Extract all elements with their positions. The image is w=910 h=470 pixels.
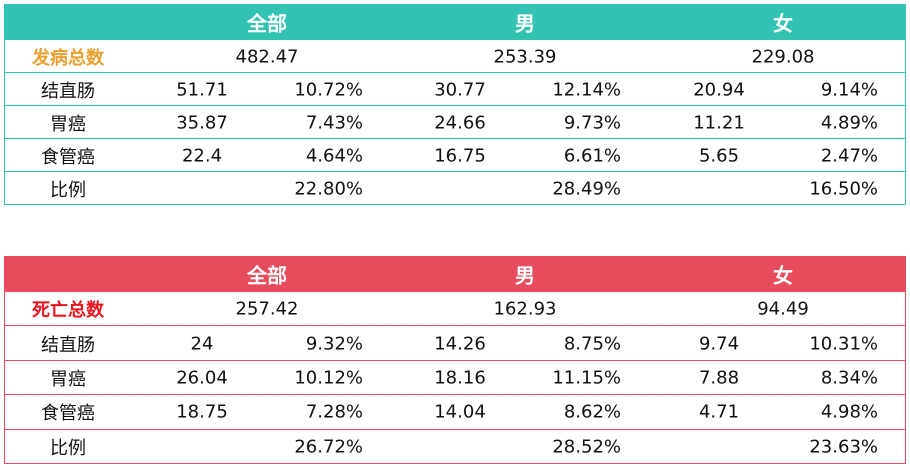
cell: 9.73% — [563, 112, 621, 133]
row: 发病总数 482.47 253.39 229.08 — [5, 40, 905, 73]
row-label: 结直肠 — [41, 80, 95, 102]
ratio-label: 比例 — [50, 179, 86, 201]
cell: 4.64% — [305, 145, 363, 166]
row-label: 结直肠 — [41, 334, 95, 356]
cell: 11.21 — [693, 112, 745, 133]
table: 全部 男 女死亡总数 257.42 162.93 94.49 结直肠 24 9.32% 14.26… — [4, 256, 906, 464]
ratio-value: 26.72% — [294, 436, 363, 458]
ratio-value: 28.52% — [552, 436, 621, 458]
cell: 30.77 — [434, 79, 486, 100]
cell: 18.75 — [176, 401, 228, 423]
cell: 8.34% — [820, 367, 878, 389]
total-value: 482.47 — [235, 46, 299, 67]
cell: 14.26 — [434, 333, 486, 355]
row-label: 胃癌 — [50, 368, 86, 390]
header-cell: 男 — [515, 263, 535, 288]
cell: 2.47% — [820, 145, 878, 166]
row-label: 食管癌 — [41, 146, 95, 168]
row: 结直肠 51.71 10.72% 30.77 12.14% 20.94 9.14% — [5, 73, 905, 106]
cell: 11.15% — [552, 367, 621, 389]
ratio-label: 比例 — [50, 437, 86, 459]
total-value: 229.08 — [751, 46, 815, 67]
total-value: 162.93 — [493, 298, 557, 320]
cell: 10.12% — [294, 367, 363, 389]
row: 胃癌 35.87 7.43% 24.66 9.73% 11.21 4.89% — [5, 106, 905, 139]
ratio-value: 16.50% — [809, 178, 878, 199]
total-value: 253.39 — [493, 46, 557, 67]
cell: 4.89% — [820, 112, 878, 133]
header-cell: 女 — [773, 11, 793, 36]
row-label: 胃癌 — [50, 113, 86, 135]
total-label: 死亡总数 — [32, 300, 104, 322]
total-label: 发病总数 — [32, 47, 104, 69]
total-value: 257.42 — [235, 298, 299, 320]
header-cell: 男 — [515, 11, 535, 36]
cell: 9.74 — [698, 333, 740, 355]
cell: 24 — [190, 333, 214, 355]
header-cell: 全部 — [247, 263, 287, 288]
cell: 7.43% — [305, 112, 363, 133]
cell: 9.14% — [820, 79, 878, 100]
cell: 12.14% — [552, 79, 621, 100]
cell: 5.65 — [698, 145, 740, 166]
row: 胃癌 26.04 10.12% 18.16 11.15% 7.88 8.34% — [5, 361, 905, 396]
row: 比例 26.72% 28.52% 23.63% — [5, 430, 905, 464]
row: 食管癌 18.75 7.28% 14.04 8.62% 4.71 4.98% — [5, 395, 905, 430]
table: 全部 男 女发病总数 482.47 253.39 229.08 结直肠 51.71 10.72%… — [4, 4, 906, 205]
cell: 26.04 — [176, 367, 228, 389]
cell: 8.62% — [563, 401, 621, 423]
ratio-value: 23.63% — [809, 436, 878, 458]
row-label: 食管癌 — [41, 403, 95, 425]
cell: 16.75 — [434, 145, 486, 166]
ratio-value: 22.80% — [294, 178, 363, 199]
cell: 24.66 — [434, 112, 486, 133]
row: 结直肠 24 9.32% 14.26 8.75% 9.74 10.31% — [5, 326, 905, 361]
ratio-value: 28.49% — [552, 178, 621, 199]
total-value: 94.49 — [757, 298, 809, 320]
cell: 10.31% — [809, 333, 878, 355]
cell: 6.61% — [563, 145, 621, 166]
cell: 4.98% — [820, 401, 878, 423]
cell: 22.4 — [181, 145, 223, 166]
header-row: 全部 男 女 — [5, 256, 905, 292]
cell: 18.16 — [434, 367, 486, 389]
cell: 9.32% — [305, 333, 363, 355]
header-row: 全部 男 女 — [5, 4, 905, 40]
cell: 14.04 — [434, 401, 486, 423]
row: 比例 22.80% 28.49% 16.50% — [5, 172, 905, 205]
header-cell: 女 — [773, 263, 793, 288]
cell: 8.75% — [563, 333, 621, 355]
row: 死亡总数 257.42 162.93 94.49 — [5, 292, 905, 327]
row: 食管癌 22.4 4.64% 16.75 6.61% 5.65 2.47% — [5, 139, 905, 172]
cell: 10.72% — [294, 79, 363, 100]
header-cell: 全部 — [247, 11, 287, 36]
cell: 4.71 — [698, 401, 740, 423]
cell: 35.87 — [176, 112, 228, 133]
cell: 20.94 — [693, 79, 745, 100]
cell: 51.71 — [176, 79, 228, 100]
cell: 7.88 — [698, 367, 740, 389]
cell: 7.28% — [305, 401, 363, 423]
